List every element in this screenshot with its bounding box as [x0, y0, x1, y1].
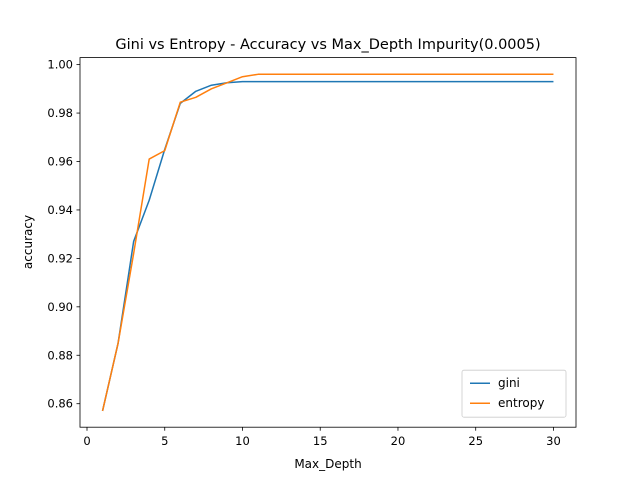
series-layer [101, 73, 554, 412]
y-axis-label: accuracy [21, 215, 35, 269]
legend: gini entropy [461, 369, 567, 418]
chart-title: Gini vs Entropy - Accuracy vs Max_Depth … [115, 37, 540, 53]
legend-label-entropy: entropy [498, 396, 544, 410]
y-tick-label: 0.86 [47, 397, 73, 411]
y-tick-label: 0.96 [47, 155, 73, 169]
series-line-entropy [101, 73, 554, 412]
plot-frame [79, 57, 577, 428]
y-tick-label: 0.94 [47, 203, 73, 217]
legend-box [461, 369, 567, 418]
y-tick-label: 0.98 [47, 106, 73, 120]
x-tick-label: 5 [161, 434, 168, 448]
x-tick-label: 25 [468, 434, 483, 448]
y-tick-label: 0.88 [47, 348, 73, 362]
x-tick-label: 0 [83, 434, 90, 448]
x-tick-label: 20 [391, 434, 406, 448]
x-axis-label: Max_Depth [294, 457, 361, 471]
x-tick-label: 15 [313, 434, 328, 448]
x-tick-label: 10 [235, 434, 250, 448]
x-tick-label: 30 [546, 434, 561, 448]
y-axis: 0.86 0.88 0.90 0.92 0.94 0.96 0.98 1.00 [47, 58, 80, 411]
y-tick-label: 1.00 [47, 58, 73, 72]
legend-label-gini: gini [498, 376, 520, 390]
y-tick-label: 0.90 [47, 300, 73, 314]
y-tick-label: 0.92 [47, 251, 73, 265]
x-axis: 0 5 10 15 20 25 30 [83, 427, 561, 448]
